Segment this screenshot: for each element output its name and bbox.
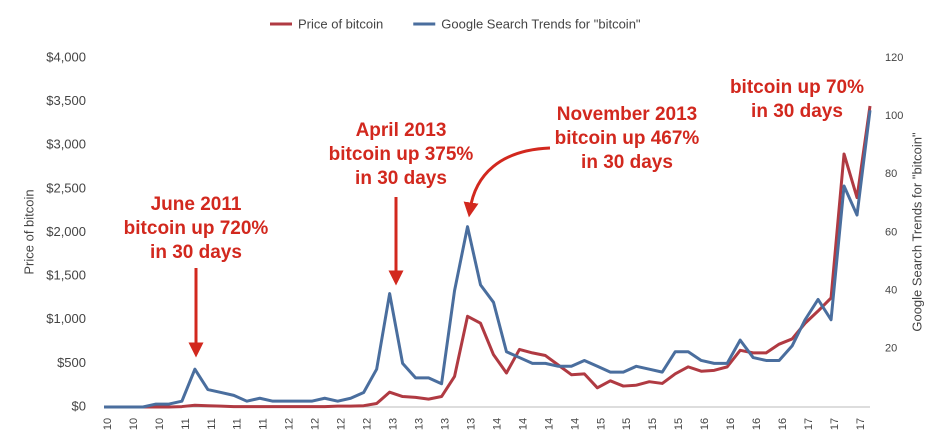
annotation: bitcoin up 375%	[329, 144, 474, 165]
y-tick-label: $3,500	[46, 93, 86, 108]
y2-axis-label: Google Search Trends for "bitcoin"	[909, 132, 924, 332]
y2-tick-label: 100	[885, 110, 903, 122]
x-tick-label: 14	[543, 418, 555, 430]
series-line	[104, 105, 872, 409]
annotation: in 30 days	[581, 152, 673, 173]
x-tick-label: 14	[569, 418, 581, 430]
annotation: bitcoin up 70%	[730, 77, 864, 98]
x-tick-label: 13	[388, 418, 400, 430]
annotation: bitcoin up 467%	[555, 128, 700, 149]
y2-tick-label: 60	[885, 226, 897, 238]
y-tick-label: $1,500	[46, 268, 86, 283]
x-tick-label: 17	[855, 418, 867, 430]
x-tick-label: 16	[777, 418, 789, 430]
x-tick-label: 12	[362, 418, 374, 430]
x-tick-label: 12	[284, 418, 296, 430]
x-tick-label: 12	[336, 418, 348, 430]
annotation: in 30 days	[150, 242, 242, 263]
y2-tick-label: 20	[885, 343, 897, 355]
x-tick-label: 14	[517, 418, 529, 430]
y-tick-label: $1,000	[46, 311, 86, 326]
y-tick-label: $2,000	[46, 224, 86, 239]
x-tick-label: 14	[491, 418, 503, 430]
x-tick-label: 16	[751, 418, 763, 430]
x-tick-label: 16	[699, 418, 711, 430]
x-tick-label: 11	[206, 418, 218, 429]
y-axis-label: Price of bitcoin	[21, 189, 36, 274]
x-tick-label: 10	[154, 418, 166, 430]
y2-tick-label: 120	[885, 52, 903, 64]
y2-tick-label: 80	[885, 168, 897, 180]
x-tick-label: 15	[595, 418, 607, 430]
y-tick-label: $0	[72, 398, 86, 413]
annotation: November 2013	[557, 104, 697, 125]
x-tick-label: 11	[258, 418, 270, 429]
x-tick-label: 12	[310, 418, 322, 430]
annotation: in 30 days	[751, 101, 843, 122]
annotation: June 2011	[151, 194, 242, 215]
x-tick-label: 13	[439, 418, 451, 430]
x-tick-label: 10	[128, 418, 140, 430]
x-tick-label: 13	[413, 418, 425, 430]
x-tick-label: 11	[232, 418, 244, 429]
x-tick-label: 10	[102, 418, 114, 430]
x-tick-label: 11	[180, 418, 192, 429]
series-line	[104, 110, 872, 409]
annotation-arrow	[463, 146, 551, 218]
legend-label: Google Search Trends for "bitcoin"	[441, 16, 641, 31]
x-tick-label: 15	[647, 418, 659, 430]
y-tick-label: $3,000	[46, 137, 86, 152]
x-tick-label: 17	[829, 418, 841, 430]
y2-tick-label: 40	[885, 285, 897, 297]
annotation: in 30 days	[355, 168, 447, 189]
x-tick-label: 15	[673, 418, 685, 430]
x-tick-label: 16	[725, 418, 737, 430]
annotation: bitcoin up 720%	[124, 218, 269, 239]
y-tick-label: $4,000	[46, 49, 86, 64]
x-tick-label: 17	[803, 418, 815, 430]
annotation: April 2013	[356, 120, 447, 141]
y-tick-label: $2,500	[46, 180, 86, 195]
x-tick-label: 13	[465, 418, 477, 430]
x-tick-label: 15	[621, 418, 633, 430]
legend-label: Price of bitcoin	[298, 16, 383, 31]
y-tick-label: $500	[57, 355, 86, 370]
